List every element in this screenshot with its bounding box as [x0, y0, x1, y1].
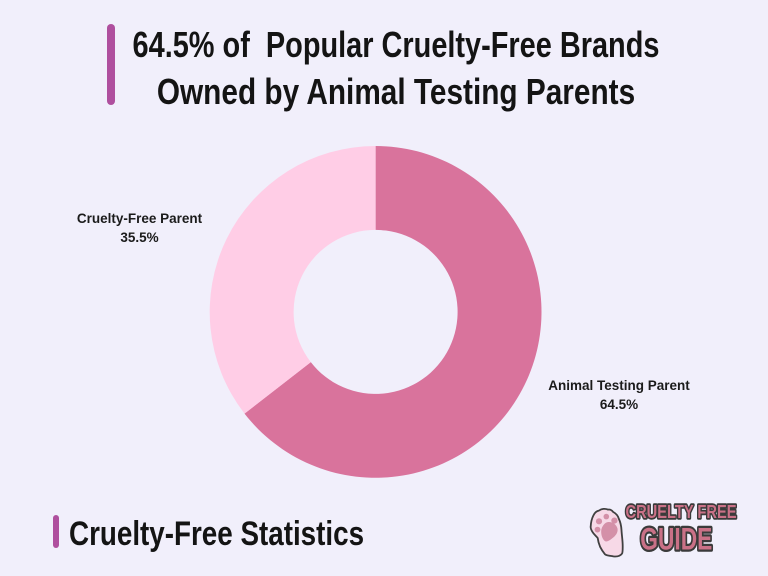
svg-text:CRUELTY FREE: CRUELTY FREE — [626, 501, 737, 522]
svg-text:GUIDE: GUIDE — [640, 521, 712, 557]
